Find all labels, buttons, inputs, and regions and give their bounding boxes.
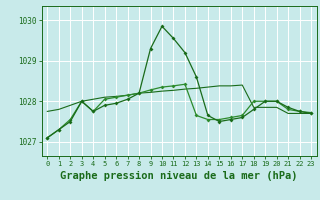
X-axis label: Graphe pression niveau de la mer (hPa): Graphe pression niveau de la mer (hPa): [60, 171, 298, 181]
